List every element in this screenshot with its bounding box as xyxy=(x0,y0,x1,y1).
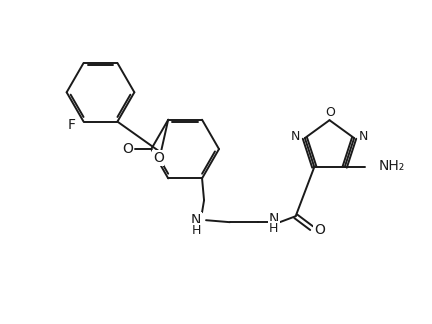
Text: O: O xyxy=(153,151,164,165)
Text: N: N xyxy=(359,130,368,143)
Text: N: N xyxy=(269,212,279,226)
Text: O: O xyxy=(122,142,133,156)
Text: O: O xyxy=(326,106,335,119)
Text: N: N xyxy=(291,130,301,143)
Text: NH₂: NH₂ xyxy=(378,159,405,173)
Text: N: N xyxy=(191,213,201,227)
Text: F: F xyxy=(67,118,76,132)
Text: H: H xyxy=(191,224,201,237)
Text: O: O xyxy=(314,223,325,237)
Text: H: H xyxy=(269,222,279,235)
